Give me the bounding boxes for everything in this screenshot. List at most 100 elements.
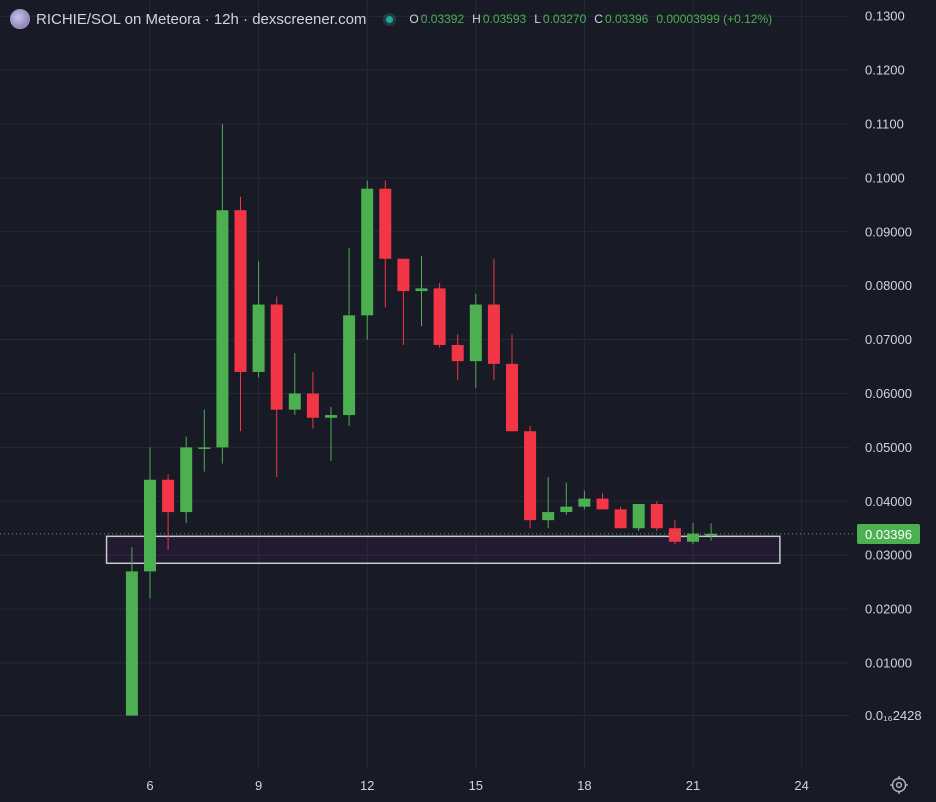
ohlc-open-value: 0.03392 — [420, 12, 465, 26]
candle — [216, 124, 229, 464]
candle — [415, 256, 428, 327]
candle-body — [451, 344, 464, 362]
candle — [125, 547, 138, 716]
candle-body — [325, 415, 337, 418]
y-tick-label: 0.08000 — [865, 278, 912, 293]
candle — [542, 477, 555, 529]
ohlc-low-key: L — [534, 12, 541, 26]
y-tick-label: 0.0₁₆2428 — [865, 708, 922, 723]
candle — [451, 334, 464, 381]
candle-body — [542, 512, 555, 521]
candle — [596, 493, 609, 510]
y-tick-label: 0.1000 — [865, 170, 905, 185]
x-tick-label: 6 — [146, 778, 153, 793]
candle — [578, 490, 591, 510]
candle — [198, 409, 211, 472]
candle-body — [614, 509, 627, 529]
candle-body — [379, 188, 392, 259]
live-status-dot-icon — [386, 15, 394, 23]
candle-body — [180, 447, 193, 513]
candle — [306, 371, 319, 429]
candle-body — [687, 533, 699, 542]
candle-body — [433, 288, 446, 345]
y-tick-label: 0.06000 — [865, 386, 912, 401]
y-tick-label: 0.1300 — [865, 9, 905, 24]
candle-body — [524, 431, 537, 521]
candle-body — [596, 498, 609, 510]
candle-body — [198, 447, 211, 449]
ohlc-change-value: 0.00003999 (+0.12%) — [656, 12, 773, 26]
candle-body — [578, 498, 591, 507]
candle — [343, 247, 356, 426]
candle — [234, 196, 247, 432]
candle — [252, 261, 265, 378]
candle — [632, 503, 645, 531]
candle — [180, 436, 193, 523]
candle — [560, 482, 573, 515]
x-tick-label: 12 — [360, 778, 374, 793]
candle-body — [343, 315, 356, 416]
candle-body — [668, 528, 681, 542]
candle-body — [560, 506, 573, 513]
settings-gear-icon[interactable] — [890, 776, 908, 794]
candle-body — [306, 393, 319, 418]
candle-body — [705, 533, 718, 536]
candle-body — [288, 393, 301, 410]
y-tick-label: 0.03000 — [865, 548, 912, 563]
token-logo-icon — [10, 9, 30, 29]
ohlc-readout: O 0.03392 H 0.03593 L 0.03270 C 0.03396 0.00… — [409, 12, 780, 26]
candle-body — [632, 503, 645, 529]
candle-body — [144, 479, 156, 572]
candle-body — [506, 363, 518, 432]
candle-body — [469, 304, 482, 362]
x-tick-label: 15 — [469, 778, 483, 793]
candle-body — [361, 188, 374, 316]
x-tick-label: 24 — [794, 778, 808, 793]
chart-header: RICHIE/SOL on Meteora · 12h · dexscreene… — [10, 8, 780, 30]
y-tick-label: 0.1200 — [865, 63, 905, 78]
candle — [288, 353, 301, 416]
candle — [162, 474, 175, 550]
ohlc-close-key: C — [594, 12, 603, 26]
candle — [325, 406, 337, 461]
candle-body — [234, 210, 247, 372]
ohlc-open-key: O — [409, 12, 419, 26]
y-tick-label: 0.09000 — [865, 224, 912, 239]
candle — [524, 425, 537, 529]
y-tick-label: 0.04000 — [865, 494, 912, 509]
y-tick-label: 0.01000 — [865, 656, 912, 671]
candle — [433, 283, 446, 348]
candle-body — [397, 258, 410, 292]
candle-body — [162, 479, 175, 513]
candle-body — [270, 304, 283, 410]
candle — [379, 180, 392, 308]
ohlc-low-value: 0.03270 — [542, 12, 587, 26]
x-tick-label: 9 — [255, 778, 262, 793]
candle — [144, 447, 156, 599]
y-tick-label: 0.05000 — [865, 440, 912, 455]
pair-title: RICHIE/SOL on Meteora · 12h · dexscreene… — [36, 10, 367, 28]
candle — [506, 334, 518, 432]
candle — [687, 522, 699, 545]
candle-body — [487, 304, 500, 364]
candle-body — [415, 288, 428, 292]
candle — [668, 520, 681, 545]
ohlc-high-value: 0.03593 — [482, 12, 527, 26]
y-tick-label: 0.02000 — [865, 602, 912, 617]
candle-body — [252, 304, 265, 372]
candle — [469, 293, 482, 389]
candle-body — [125, 571, 138, 716]
candle — [397, 258, 410, 345]
x-tick-label: 18 — [577, 778, 591, 793]
candle — [614, 506, 627, 529]
candle — [650, 501, 663, 531]
last-price-label: 0.03396 — [857, 524, 920, 544]
y-tick-label: 0.1100 — [865, 117, 904, 132]
candle — [487, 258, 500, 381]
candle-body — [216, 210, 229, 448]
x-tick-label: 21 — [686, 778, 700, 793]
candle — [705, 523, 718, 541]
candle — [270, 296, 283, 478]
